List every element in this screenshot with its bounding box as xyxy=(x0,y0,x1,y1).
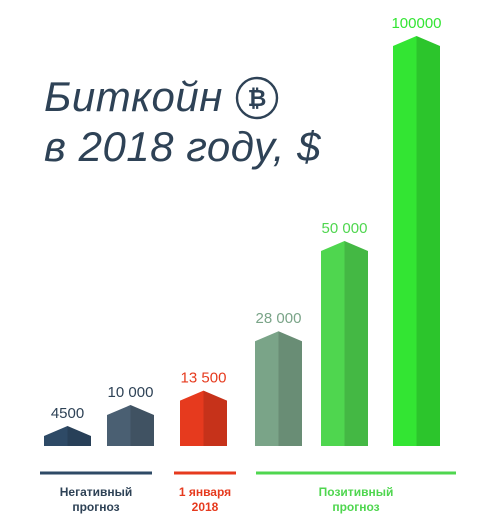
bar-0 xyxy=(44,426,91,446)
group-label-2-line-2: прогноз xyxy=(332,500,379,514)
bitcoin-icon: ₿ xyxy=(235,76,279,120)
bar-face-left xyxy=(321,241,345,446)
value-label-5: 100000 xyxy=(391,15,441,32)
value-label-4: 50 000 xyxy=(322,220,368,237)
value-label-3: 28 000 xyxy=(256,310,302,327)
bar-face-left xyxy=(44,426,68,446)
bar-face-left xyxy=(255,331,279,446)
bar-2 xyxy=(180,390,227,446)
bar-face-left xyxy=(180,390,204,446)
bar-face-left xyxy=(107,405,131,446)
group-label-1-line-2: 2018 xyxy=(192,500,219,514)
bar-face-left xyxy=(393,36,417,446)
group-label-0-line-2: прогноз xyxy=(72,500,119,514)
bar-face-right xyxy=(416,36,440,446)
bar-face-right xyxy=(278,331,302,446)
title-line-2: в 2018 году, $ xyxy=(44,123,321,170)
bar-face-right xyxy=(344,241,368,446)
bar-face-right xyxy=(67,426,91,446)
bar-face-right xyxy=(203,390,227,446)
value-label-0: 4500 xyxy=(51,405,84,422)
value-label-1: 10 000 xyxy=(108,384,154,401)
value-label-2: 13 500 xyxy=(181,370,227,387)
group-label-1-line-1: 1 января xyxy=(179,485,231,499)
bar-3 xyxy=(255,331,302,446)
bar-face-right xyxy=(130,405,154,446)
bar-1 xyxy=(107,405,154,446)
title-line-1: Биткойн xyxy=(44,73,223,120)
group-label-0-line-1: Негативный xyxy=(60,485,133,499)
group-label-2-line-1: Позитивный xyxy=(319,485,394,499)
svg-text:₿: ₿ xyxy=(248,85,267,111)
bar-5 xyxy=(393,36,440,446)
chart-title: Биткойн в 2018 году, $ ₿ xyxy=(44,72,321,172)
bar-4 xyxy=(321,241,368,446)
